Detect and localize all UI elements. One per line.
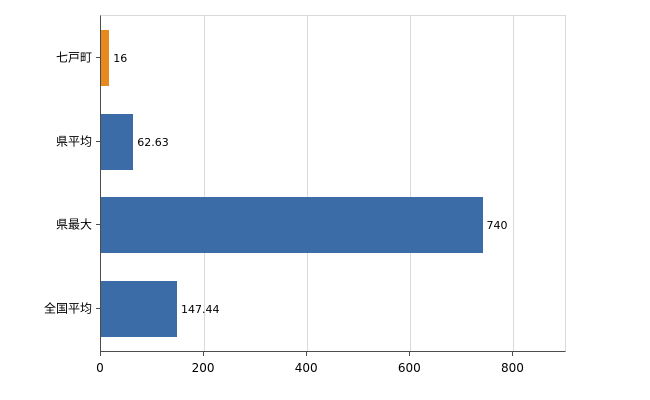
bar-value-label: 147.44 [181,303,220,317]
bar-value-label: 62.63 [137,135,169,149]
x-tick-label: 600 [397,361,421,375]
x-axis-tick [306,351,308,356]
y-axis-label: 県平均 [55,134,92,149]
y-axis-label: 七戸町 [55,50,92,65]
bar-1 [101,29,110,86]
gridline [307,16,309,351]
x-tick-label: 800 [500,361,524,375]
y-axis-tick [96,140,100,142]
bar-value-label: 16 [113,51,128,65]
x-tick-label: 0 [96,361,104,375]
y-axis-tick [96,308,100,310]
x-axis-tick [512,351,514,356]
x-tick-label: 200 [191,361,215,375]
gridline [204,16,206,351]
x-axis-tick [409,351,411,356]
bar-value-label: 740 [486,219,508,233]
x-axis-tick [203,351,205,356]
y-axis-label: 全国平均 [43,301,92,316]
x-tick-label: 400 [294,361,318,375]
gridline [410,16,412,351]
bar-3 [101,197,483,254]
gridline [513,16,515,351]
plot-area: 16 62.63 740 147.44 [100,15,566,352]
y-axis-label: 県最大 [55,217,92,232]
bar-4 [101,281,177,338]
y-axis-tick [96,56,100,58]
bar-2 [101,113,134,170]
y-axis-tick [96,224,100,226]
x-axis-tick [100,351,101,356]
